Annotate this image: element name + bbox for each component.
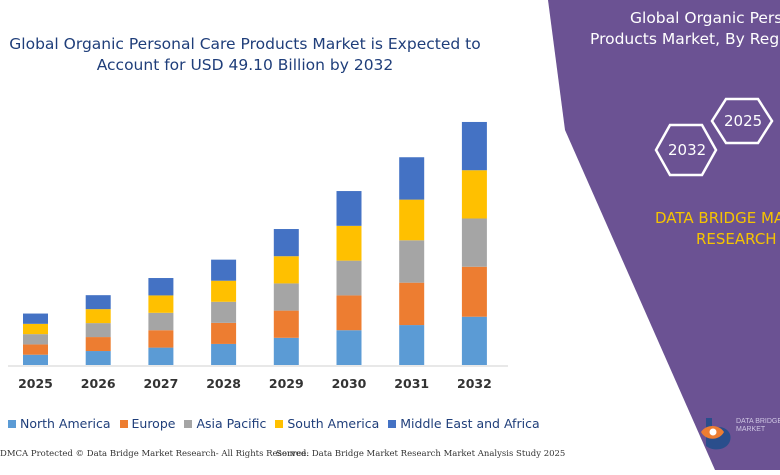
bar-2027-asia-pacific — [148, 312, 174, 331]
legend-item-europe: Europe — [119, 416, 176, 431]
legend-swatch-north-america — [8, 419, 16, 428]
copyright-footer: DMCA Protected © Data Bridge Market Rese… — [0, 449, 310, 459]
legend-item-asia-pacific: Asia Pacific — [184, 416, 266, 431]
bar-2026-middle-east-and-africa — [85, 295, 111, 310]
bar-2027-europe — [148, 330, 174, 348]
bar-2031-middle-east-and-africa — [399, 157, 425, 200]
chart-title-line-2: Account for USD 49.10 Billion by 2032 — [96, 56, 394, 74]
bar-2027-south-america — [148, 295, 174, 313]
bar-2028-asia-pacific — [211, 301, 237, 323]
legend-label-north-america: North America — [20, 416, 111, 431]
bar-2026-south-america — [85, 309, 111, 324]
legend: North America Europe Asia Pacific South Ame… — [8, 416, 540, 431]
bar-2030-north-america — [336, 330, 362, 365]
bar-2025-south-america — [23, 323, 48, 335]
legend-swatch-south-america — [275, 419, 284, 428]
legend-swatch-asia-pacific — [184, 419, 193, 428]
legend-item-middle-east-and-africa: Middle East and Africa — [388, 416, 540, 431]
bar-2032-south-america — [461, 170, 487, 219]
source-footer: Source: Data Bridge Market Research Mark… — [276, 449, 566, 459]
bar-2029-south-america — [273, 256, 299, 284]
bar-2025-middle-east-and-africa — [23, 313, 48, 324]
bars-group — [23, 121, 487, 365]
x-tick-label-2028: 2028 — [206, 376, 241, 391]
bar-2031-asia-pacific — [399, 240, 425, 283]
bar-2028-south-america — [211, 280, 237, 302]
legend-label-europe: Europe — [131, 416, 176, 431]
bar-2026-north-america — [85, 351, 111, 365]
x-tick-label-2029: 2029 — [269, 376, 304, 391]
bar-2030-asia-pacific — [336, 260, 362, 296]
bar-2027-north-america — [148, 347, 174, 365]
bar-2029-middle-east-and-africa — [273, 229, 299, 257]
legend-swatch-europe — [119, 419, 128, 428]
bar-2029-asia-pacific — [273, 283, 299, 311]
bar-2029-europe — [273, 310, 299, 338]
bar-2028-north-america — [211, 343, 237, 365]
x-tick-label-2032: 2032 — [457, 376, 492, 391]
bar-2025-asia-pacific — [23, 334, 48, 345]
bar-2032-europe — [461, 266, 487, 317]
bar-2028-europe — [211, 322, 237, 344]
legend-swatch-middle-east-and-africa — [388, 419, 397, 428]
x-tick-labels: 2025 2026 2027 2028 2029 2030 2031 2032 — [18, 376, 492, 391]
x-tick-label-2025: 2025 — [18, 376, 53, 391]
bar-2026-asia-pacific — [85, 323, 111, 338]
chart-title: Global Organic Personal Care Products Ma… — [0, 34, 490, 76]
bar-2025-europe — [23, 344, 48, 355]
legend-label-asia-pacific: Asia Pacific — [196, 416, 267, 431]
bar-2025-north-america — [23, 354, 48, 365]
chart-title-line-1: Global Organic Personal Care Products Ma… — [9, 35, 481, 53]
x-tick-label-2030: 2030 — [332, 376, 367, 391]
x-tick-label-2027: 2027 — [144, 376, 179, 391]
bar-2032-middle-east-and-africa — [461, 121, 487, 171]
bar-2026-europe — [85, 337, 111, 352]
bar-2027-middle-east-and-africa — [148, 278, 174, 296]
bar-2032-asia-pacific — [461, 218, 487, 267]
bar-2029-north-america — [273, 337, 299, 365]
bar-2030-middle-east-and-africa — [336, 191, 362, 226]
x-tick-label-2026: 2026 — [81, 376, 116, 391]
bar-2031-south-america — [399, 199, 425, 241]
legend-item-south-america: South America — [275, 416, 379, 431]
bar-2028-middle-east-and-africa — [211, 259, 237, 281]
x-tick-label-2031: 2031 — [394, 376, 429, 391]
legend-label-south-america: South America — [287, 416, 380, 431]
bar-2031-north-america — [399, 325, 425, 365]
legend-item-north-america: North America — [8, 416, 111, 431]
bar-2031-europe — [399, 282, 425, 326]
bar-2030-europe — [336, 295, 362, 331]
bar-2030-south-america — [336, 225, 362, 261]
bar-2032-north-america — [461, 316, 487, 365]
legend-label-middle-east-and-africa: Middle East and Africa — [400, 416, 540, 431]
